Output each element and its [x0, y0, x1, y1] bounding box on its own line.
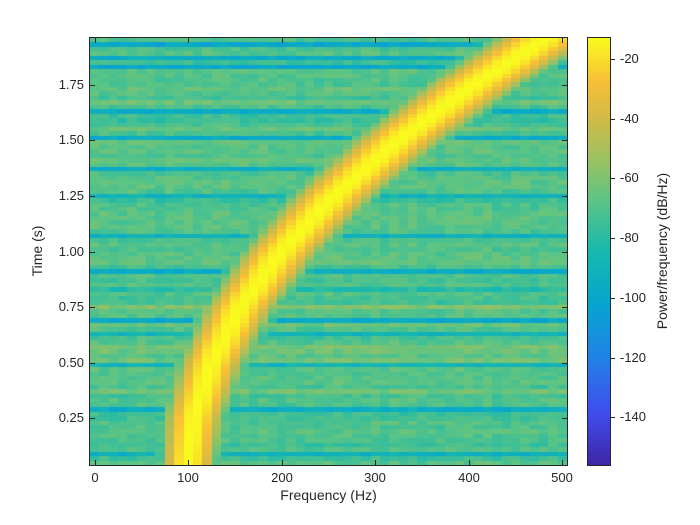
tick-mark — [469, 460, 470, 465]
tick-mark — [90, 196, 95, 197]
tick-mark — [375, 38, 376, 43]
tick-mark — [282, 460, 283, 465]
tick-mark — [562, 307, 567, 308]
tick-mark — [611, 178, 615, 179]
tick-mark — [562, 460, 563, 465]
tick-mark — [611, 417, 615, 418]
tick-mark — [562, 252, 567, 253]
tick-mark — [188, 460, 189, 465]
colorbar-tick-label: -20 — [620, 51, 639, 66]
tick-mark — [188, 38, 189, 43]
colorbar-tick-label: -100 — [620, 290, 647, 305]
tick-mark — [90, 140, 95, 141]
colorbar-tick-label: -80 — [620, 230, 639, 245]
x-axis-label: Frequency (Hz) — [280, 487, 377, 503]
tick-mark — [562, 85, 567, 86]
tick-mark — [90, 418, 95, 419]
tick-mark — [90, 252, 95, 253]
y-tick-label: 0.75 — [58, 299, 84, 314]
x-tick-label: 100 — [177, 470, 199, 485]
y-axis-label: Time (s) — [29, 225, 45, 277]
tick-mark — [469, 38, 470, 43]
x-tick-label: 0 — [91, 470, 99, 485]
y-tick-label: 0.50 — [58, 355, 84, 370]
tick-mark — [611, 119, 615, 120]
tick-mark — [611, 238, 615, 239]
x-tick-label: 300 — [364, 470, 386, 485]
tick-mark — [562, 363, 567, 364]
colorbar-tick-label: -140 — [620, 409, 647, 424]
x-tick-label: 500 — [551, 470, 573, 485]
tick-mark — [90, 363, 95, 364]
colorbar-tick-label: -40 — [620, 111, 639, 126]
tick-mark — [611, 59, 615, 60]
tick-mark — [282, 38, 283, 43]
colorbar-label: Power/frequency (dB/Hz) — [654, 172, 670, 330]
tick-mark — [562, 38, 563, 43]
tick-mark — [95, 38, 96, 43]
y-tick-label: 1.25 — [58, 188, 84, 203]
y-tick-label: 1.50 — [58, 132, 84, 147]
tick-mark — [90, 85, 95, 86]
tick-mark — [562, 418, 567, 419]
tick-mark — [562, 140, 567, 141]
tick-mark — [611, 358, 615, 359]
tick-mark — [611, 298, 615, 299]
spectrogram-heatmap — [90, 38, 567, 465]
tick-mark — [95, 460, 96, 465]
tick-mark — [375, 460, 376, 465]
tick-mark — [90, 307, 95, 308]
colorbar-gradient — [588, 38, 610, 465]
x-tick-label: 400 — [458, 470, 480, 485]
y-tick-label: 1.75 — [58, 77, 84, 92]
colorbar-tick-label: -120 — [620, 350, 647, 365]
colorbar-tick-label: -60 — [620, 170, 639, 185]
y-tick-label: 1.00 — [58, 244, 84, 259]
x-tick-label: 200 — [271, 470, 293, 485]
tick-mark — [562, 196, 567, 197]
y-tick-label: 0.25 — [58, 410, 84, 425]
